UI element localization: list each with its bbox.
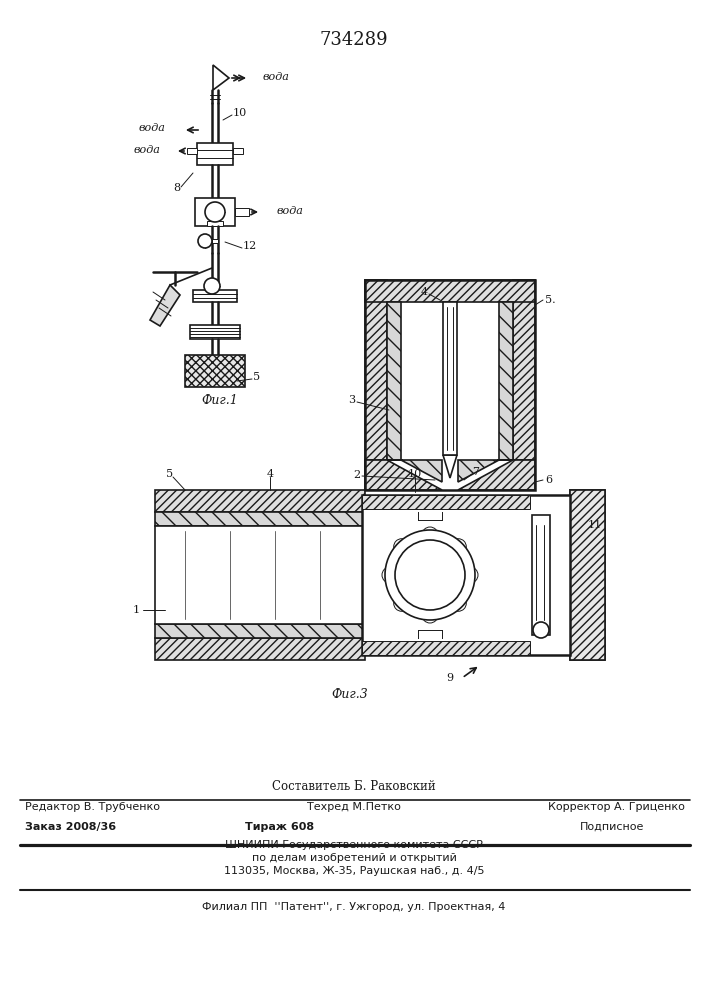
Bar [207,221,223,226]
Text: 12: 12 [243,241,257,251]
Text: 1: 1 [133,605,140,615]
Text: по делам изобретений и открытий: по делам изобретений и открытий [252,853,457,863]
Bar [187,148,197,154]
Text: 4: 4 [267,469,274,479]
Bar [499,302,513,460]
Text: Фиг.1: Фиг.1 [201,394,238,408]
Bar [155,624,365,638]
Text: 9: 9 [446,673,454,683]
Bar [235,208,249,216]
Circle shape [462,567,478,583]
Bar [532,515,550,635]
Bar [155,512,365,526]
Text: Заказ 2008/36: Заказ 2008/36 [25,822,116,832]
Polygon shape [213,65,229,90]
Bar [362,495,570,655]
Bar [362,641,530,655]
Bar [387,302,401,460]
Circle shape [422,607,438,623]
Text: 3: 3 [348,395,355,405]
Polygon shape [513,460,535,490]
Text: вода: вода [133,145,160,155]
Circle shape [450,595,467,611]
Circle shape [382,567,398,583]
Text: Редактор В. Трубченко: Редактор В. Трубченко [25,802,160,812]
Polygon shape [458,460,513,482]
Text: 6: 6 [545,475,552,485]
Text: 10: 10 [233,108,247,118]
Bar [233,148,243,154]
Circle shape [198,234,212,248]
Bar [185,355,245,387]
Text: Тираж 608: Тираж 608 [245,822,315,832]
Circle shape [450,539,467,555]
Text: Составитель Б. Раковский: Составитель Б. Раковский [272,780,436,792]
Text: 5.: 5. [545,295,556,305]
Text: 113035, Москва, Ж-35, Раушская наб., д. 4/5: 113035, Москва, Ж-35, Раушская наб., д. … [223,866,484,876]
Circle shape [533,622,549,638]
Text: 5: 5 [166,469,173,479]
Text: вода: вода [263,72,290,82]
Text: 5: 5 [253,372,260,382]
Bar [193,290,237,302]
Bar [212,239,218,243]
Text: Фиг.2: Фиг.2 [452,502,489,514]
Bar [570,490,605,660]
Text: Филиал ПП  ''Патент'', г. Ужгород, ул. Проектная, 4: Филиал ПП ''Патент'', г. Ужгород, ул. Пр… [202,902,506,912]
Bar [195,198,235,226]
Text: 734289: 734289 [320,31,388,49]
Text: Подписное: Подписное [580,822,644,832]
Text: вода: вода [138,123,165,133]
Circle shape [422,527,438,543]
Text: 2: 2 [353,470,360,480]
Bar [365,280,387,490]
Circle shape [385,530,475,620]
Text: 11: 11 [588,520,602,530]
Text: ШНИИПИ Государственного комитета СССР: ШНИИПИ Государственного комитета СССР [225,840,483,850]
Text: вода: вода [277,206,304,216]
Polygon shape [458,460,535,490]
Circle shape [205,202,225,222]
Polygon shape [387,460,442,482]
Bar [570,490,605,660]
Text: Корректор А. Гриценко: Корректор А. Гриценко [548,802,685,812]
Bar [443,302,457,455]
Bar [365,280,535,490]
Bar [155,490,365,512]
Bar [155,526,365,624]
Text: 8: 8 [173,183,180,193]
Bar [365,280,535,302]
Bar [155,638,365,660]
Polygon shape [443,455,457,478]
Bar [197,143,233,165]
Circle shape [204,278,220,294]
Bar [190,325,240,339]
Circle shape [394,539,410,555]
Text: Техред М.Петко: Техред М.Петко [307,802,401,812]
Text: Фиг.3: Фиг.3 [332,688,368,702]
Circle shape [394,595,410,611]
Polygon shape [365,460,442,490]
Text: 7: 7 [472,467,479,477]
Bar [513,280,535,490]
Polygon shape [365,460,387,490]
Circle shape [395,540,465,610]
Text: 4: 4 [421,287,428,297]
Text: 10: 10 [408,469,422,479]
Bar [362,495,530,509]
Polygon shape [150,285,180,326]
